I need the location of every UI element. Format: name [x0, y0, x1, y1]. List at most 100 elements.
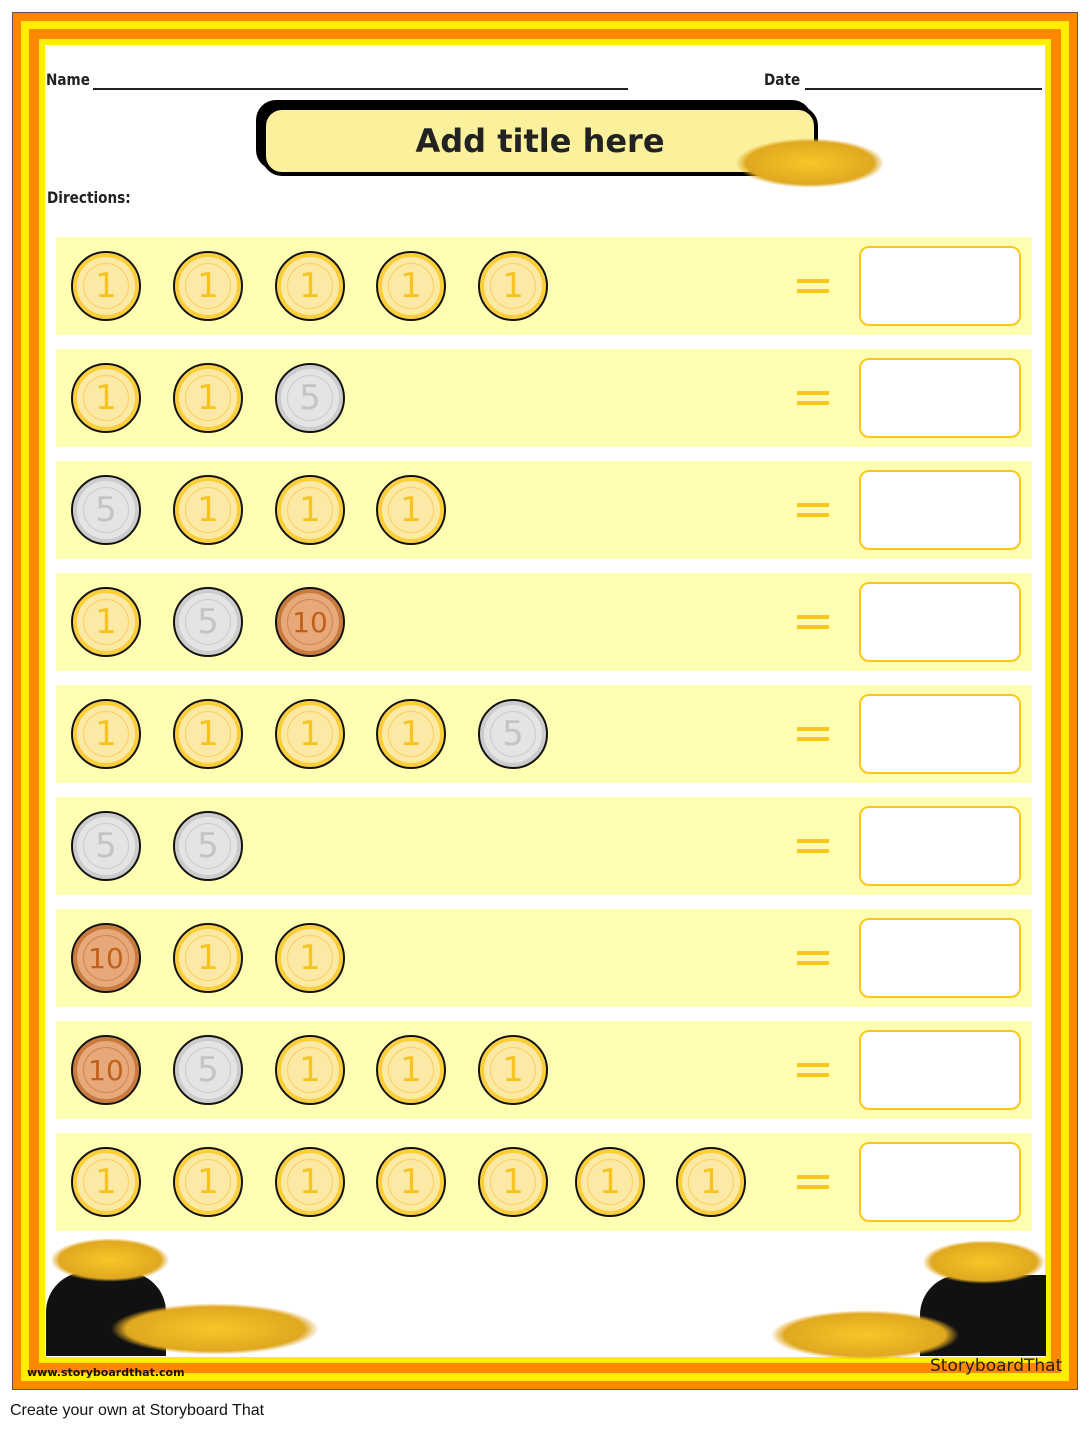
coin-value: 1: [287, 711, 333, 757]
problem-row: 1 1 5: [56, 349, 1032, 447]
coin-value: 1: [287, 935, 333, 981]
coin-value: 1: [287, 487, 333, 533]
coin-5: 5: [173, 587, 243, 657]
name-label: Name: [46, 70, 90, 89]
coin-1: 1: [376, 699, 446, 769]
coin-value: 1: [185, 1159, 231, 1205]
coin-1: 1: [173, 1147, 243, 1217]
problem-row: 5 1 1 1: [56, 461, 1032, 559]
coin-1: 1: [173, 923, 243, 993]
coin-1: 1: [173, 699, 243, 769]
equals-sign: [797, 839, 829, 853]
coin-value: 10: [287, 599, 333, 645]
answer-box[interactable]: [859, 470, 1021, 550]
coin-value: 1: [388, 711, 434, 757]
coin-1: 1: [71, 251, 141, 321]
coin-1: 1: [173, 475, 243, 545]
answer-box[interactable]: [859, 694, 1021, 774]
coin-value: 1: [388, 1159, 434, 1205]
coin-value: 1: [287, 1159, 333, 1205]
coin-value: 1: [490, 1047, 536, 1093]
coin-1: 1: [71, 363, 141, 433]
coin-value: 1: [185, 263, 231, 309]
coin-1: 1: [275, 699, 345, 769]
coin-1: 1: [376, 251, 446, 321]
equals-sign: [797, 727, 829, 741]
coin-value: 10: [83, 1047, 129, 1093]
problem-row: 10 5 1 1 1: [56, 1021, 1032, 1119]
coin-1: 1: [376, 475, 446, 545]
coin-1: 1: [275, 1035, 345, 1105]
answer-box[interactable]: [859, 246, 1021, 326]
answer-box[interactable]: [859, 806, 1021, 886]
coin-1: 1: [71, 587, 141, 657]
gold-coins-pile-icon: [110, 1303, 320, 1355]
coin-value: 1: [388, 263, 434, 309]
answer-box[interactable]: [859, 1030, 1021, 1110]
equals-sign: [797, 503, 829, 517]
gold-coins-pile-icon: [770, 1310, 960, 1360]
coin-10: 10: [71, 923, 141, 993]
problem-row: 1 1 1 1 1 1 1: [56, 1133, 1032, 1231]
answer-box[interactable]: [859, 358, 1021, 438]
coin-value: 5: [185, 599, 231, 645]
coin-10: 10: [275, 587, 345, 657]
coin-value: 10: [83, 935, 129, 981]
coin-1: 1: [275, 475, 345, 545]
gold-coins-pile-icon: [735, 138, 885, 188]
answer-box[interactable]: [859, 582, 1021, 662]
equals-sign: [797, 951, 829, 965]
date-field[interactable]: [805, 88, 1042, 90]
gold-coins-icon: [50, 1238, 170, 1282]
problem-row: 10 1 1: [56, 909, 1032, 1007]
coin-value: 1: [83, 263, 129, 309]
coin-5: 5: [173, 1035, 243, 1105]
coin-1: 1: [71, 1147, 141, 1217]
coin-1: 1: [676, 1147, 746, 1217]
coin-value: 1: [388, 487, 434, 533]
coin-5: 5: [275, 363, 345, 433]
coin-1: 1: [173, 251, 243, 321]
coin-value: 1: [287, 263, 333, 309]
coin-1: 1: [478, 251, 548, 321]
create-your-own-link[interactable]: Create your own at Storyboard That: [10, 1402, 265, 1419]
coin-value: 1: [185, 935, 231, 981]
coin-1: 1: [275, 923, 345, 993]
coin-1: 1: [478, 1147, 548, 1217]
coin-value: 5: [490, 711, 536, 757]
coin-1: 1: [173, 363, 243, 433]
coin-value: 1: [587, 1159, 633, 1205]
coin-value: 5: [185, 1047, 231, 1093]
answer-box[interactable]: [859, 1142, 1021, 1222]
directions-label: Directions:: [47, 188, 131, 207]
equals-sign: [797, 279, 829, 293]
name-field[interactable]: [93, 88, 628, 90]
coin-5: 5: [173, 811, 243, 881]
coin-value: 1: [83, 375, 129, 421]
answer-box[interactable]: [859, 918, 1021, 998]
coin-1: 1: [575, 1147, 645, 1217]
coin-value: 5: [287, 375, 333, 421]
coin-value: 1: [388, 1047, 434, 1093]
coin-value: 5: [185, 823, 231, 869]
worksheet-title[interactable]: Add title here: [262, 106, 818, 176]
coin-value: 1: [83, 711, 129, 757]
coin-value: 1: [185, 375, 231, 421]
coin-1: 1: [478, 1035, 548, 1105]
coin-1: 1: [376, 1035, 446, 1105]
website-link[interactable]: www.storyboardthat.com: [27, 1366, 185, 1379]
coin-value: 5: [83, 823, 129, 869]
coin-1: 1: [275, 1147, 345, 1217]
coin-1: 1: [71, 699, 141, 769]
coin-5: 5: [478, 699, 548, 769]
coin-value: 1: [185, 711, 231, 757]
coin-value: 1: [83, 599, 129, 645]
problem-row: 1 1 1 1 5: [56, 685, 1032, 783]
equals-sign: [797, 1063, 829, 1077]
coin-1: 1: [275, 251, 345, 321]
coin-1: 1: [376, 1147, 446, 1217]
equals-sign: [797, 1175, 829, 1189]
coin-value: 5: [83, 487, 129, 533]
coin-5: 5: [71, 475, 141, 545]
